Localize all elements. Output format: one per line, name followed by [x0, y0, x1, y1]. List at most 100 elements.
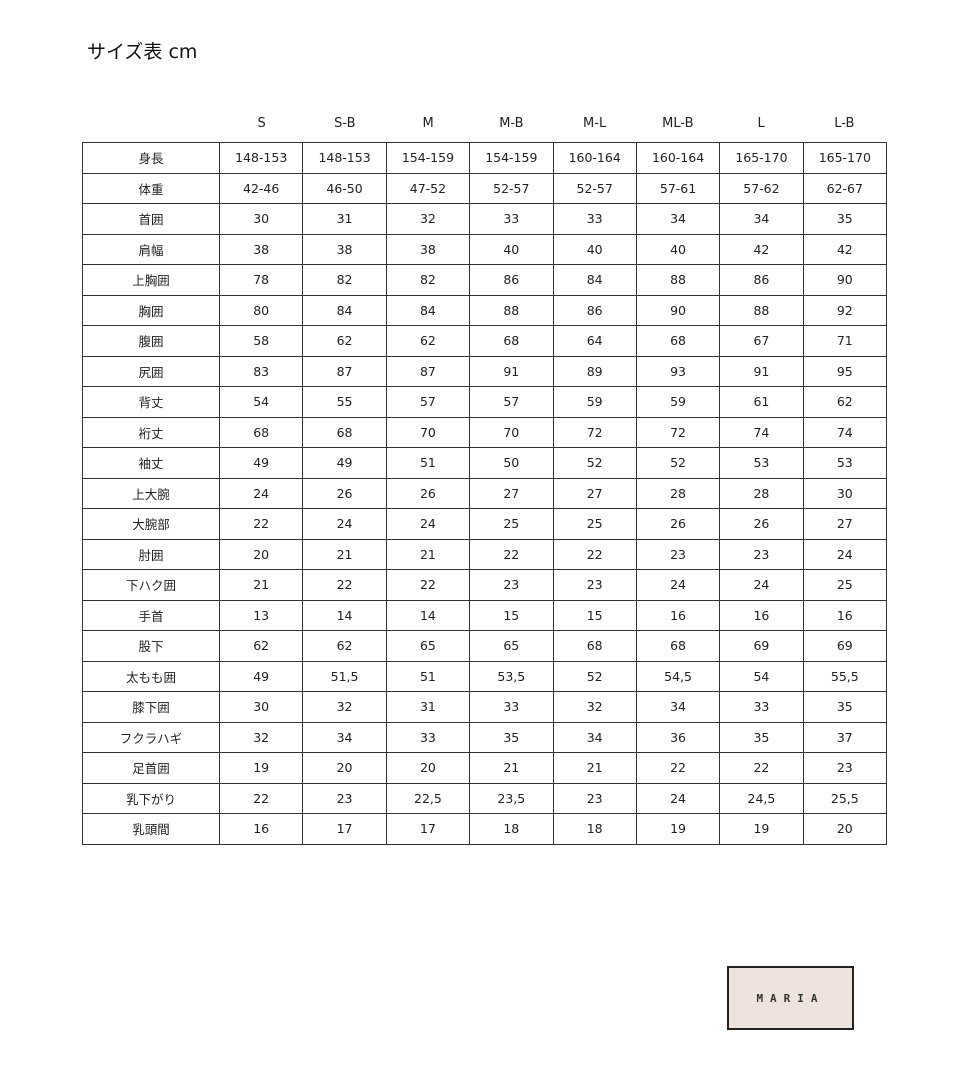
- table-cell: 84: [385, 294, 471, 326]
- table-cell: 15: [469, 599, 554, 631]
- table-cell: 40: [469, 233, 554, 265]
- table-cell: 24: [635, 782, 721, 814]
- column-header: M-B: [499, 116, 524, 131]
- table-cell: 42-46: [218, 172, 304, 204]
- table-cell: 36: [635, 721, 721, 753]
- table-cell: 32: [385, 203, 471, 235]
- table-cell: 16: [802, 599, 888, 631]
- table-cell: 62: [802, 386, 888, 418]
- table-cell: 52-57: [552, 172, 637, 204]
- table-cell: 47-52: [385, 172, 471, 204]
- table-cell: 24: [635, 569, 721, 601]
- table-cell: 88: [469, 294, 554, 326]
- table-cell: 22: [218, 508, 304, 540]
- table-cell: 24: [719, 569, 804, 601]
- table-cell: 30: [218, 691, 304, 723]
- table-cell: 21: [385, 538, 471, 570]
- table-cell: 55,5: [802, 660, 888, 692]
- table-cell: 31: [302, 203, 387, 235]
- row-label: 乳頭間: [82, 813, 220, 845]
- table-cell: 68: [635, 630, 721, 662]
- table-cell: 25: [469, 508, 554, 540]
- row-label: 身長: [82, 142, 220, 174]
- table-cell: 62: [218, 630, 304, 662]
- table-cell: 25: [802, 569, 888, 601]
- row-label: 膝下囲: [82, 691, 220, 723]
- table-cell: 22: [719, 752, 804, 784]
- table-cell: 32: [218, 721, 304, 753]
- table-row: 体重 42-46 46-50 47-52 52-57 52-57 57-61 57-62 62-…: [82, 172, 888, 204]
- table-cell: 23: [302, 782, 387, 814]
- table-cell: 28: [635, 477, 721, 509]
- table-cell: 16: [719, 599, 804, 631]
- table-row: 乳下がり 22 23 22,5 23,5 23 24 24,5 25,5: [82, 782, 888, 814]
- table-cell: 30: [802, 477, 888, 509]
- table-cell: 21: [552, 752, 637, 784]
- table-cell: 23: [635, 538, 721, 570]
- table-row: 袖丈 49 49 51 50 52 52 53 53: [82, 447, 888, 479]
- table-cell: 62-67: [802, 172, 888, 204]
- table-row: 尻囲 83 87 87 91 89 93 91 95: [82, 355, 888, 387]
- table-cell: 62: [385, 325, 471, 357]
- table-cell: 22: [635, 752, 721, 784]
- table-cell: 84: [552, 264, 637, 296]
- table-row: 手首 13 14 14 15 15 16 16 16: [82, 599, 888, 631]
- column-header: M-L: [583, 116, 607, 131]
- table-cell: 38: [385, 233, 471, 265]
- table-cell: 62: [302, 630, 387, 662]
- table-cell: 93: [635, 355, 721, 387]
- table-cell: 89: [552, 355, 637, 387]
- table-row: 裄丈 68 68 70 70 72 72 74 74: [82, 416, 888, 448]
- table-row: 腹囲 58 62 62 68 64 68 67 71: [82, 325, 888, 357]
- table-cell: 69: [719, 630, 804, 662]
- table-cell: 54,5: [635, 660, 721, 692]
- table-cell: 87: [385, 355, 471, 387]
- table-cell: 26: [635, 508, 721, 540]
- table-row: 乳頭間 16 17 17 18 18 19 19 20: [82, 813, 888, 845]
- row-label: 胸囲: [82, 294, 220, 326]
- table-cell: 51: [385, 660, 471, 692]
- table-cell: 61: [719, 386, 804, 418]
- table-cell: 30: [218, 203, 304, 235]
- table-cell: 25: [552, 508, 637, 540]
- table-row: フクラハギ 32 34 33 35 34 36 35 37: [82, 721, 888, 753]
- row-label: 腹囲: [82, 325, 220, 357]
- table-cell: 24: [802, 538, 888, 570]
- table-row: 太もも囲 49 51,5 51 53,5 52 54,5 54 55,5: [82, 660, 888, 692]
- table-cell: 21: [469, 752, 554, 784]
- column-header: L-B: [834, 116, 855, 131]
- table-cell: 51: [385, 447, 471, 479]
- table-cell: 34: [719, 203, 804, 235]
- table-cell: 23: [552, 782, 637, 814]
- table-cell: 34: [635, 203, 721, 235]
- table-cell: 53,5: [469, 660, 554, 692]
- table-cell: 21: [302, 538, 387, 570]
- logo-text: MARIA: [756, 991, 825, 1005]
- table-cell: 88: [719, 294, 804, 326]
- row-label: 太もも囲: [82, 660, 220, 692]
- table-cell: 62: [302, 325, 387, 357]
- table-cell: 17: [302, 813, 387, 845]
- table-cell: 19: [635, 813, 721, 845]
- row-label: 肩幅: [82, 233, 220, 265]
- table-cell: 21: [218, 569, 304, 601]
- table-cell: 69: [802, 630, 888, 662]
- table-cell: 57-61: [635, 172, 721, 204]
- table-row: 身長 148-153 148-153 154-159 154-159 160-164 160…: [82, 142, 888, 174]
- table-cell: 16: [635, 599, 721, 631]
- table-cell: 49: [218, 447, 304, 479]
- table-row: 首囲 30 31 32 33 33 34 34 35: [82, 203, 888, 235]
- table-cell: 88: [635, 264, 721, 296]
- column-header: S: [257, 116, 266, 131]
- table-cell: 86: [469, 264, 554, 296]
- row-label: 上胸囲: [82, 264, 220, 296]
- table-cell: 53: [719, 447, 804, 479]
- table-cell: 86: [719, 264, 804, 296]
- row-label: 体重: [82, 172, 220, 204]
- table-cell: 19: [218, 752, 304, 784]
- table-cell: 18: [552, 813, 637, 845]
- table-cell: 27: [469, 477, 554, 509]
- table-cell: 49: [218, 660, 304, 692]
- table-cell: 49: [302, 447, 387, 479]
- column-header: ML-B: [662, 116, 694, 131]
